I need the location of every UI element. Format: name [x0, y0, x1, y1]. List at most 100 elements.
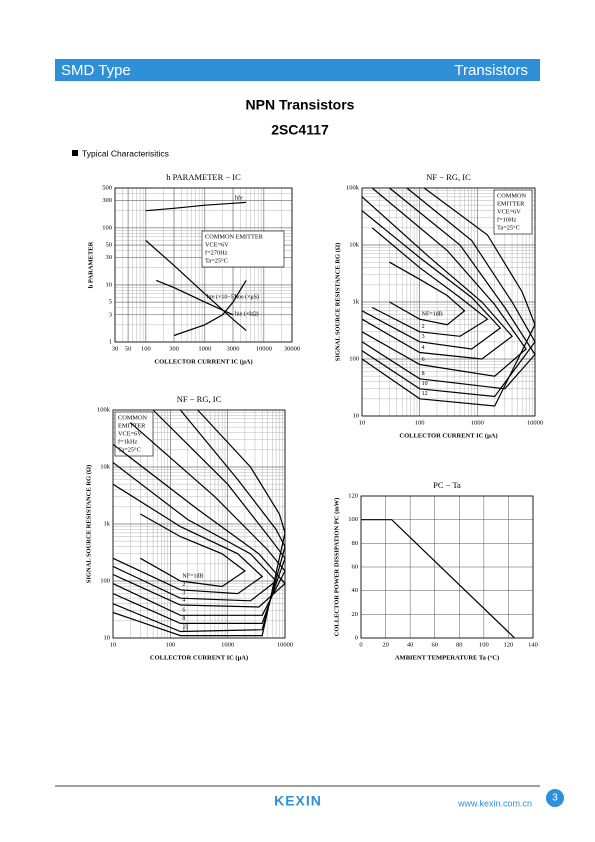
page-number: 3 — [552, 793, 558, 804]
x-tick-label: 100 — [165, 641, 175, 648]
note: Ta=25°C — [497, 224, 520, 231]
page-badge — [546, 789, 564, 807]
footer-logo: KEXIN — [274, 793, 322, 809]
curve-label: 10 — [422, 381, 428, 387]
x-tick-label: 30 — [112, 345, 119, 352]
curve — [361, 519, 516, 639]
x-tick-label: 80 — [456, 641, 463, 648]
curve — [361, 196, 513, 360]
note-box — [493, 189, 533, 235]
section-title: Typical Characterisitics — [82, 148, 169, 158]
note: EMITTER — [118, 422, 146, 429]
x-tick-label: 10 — [110, 641, 117, 648]
x-tick-label: 10000 — [256, 345, 272, 352]
curve-label: 6 — [182, 608, 185, 614]
y-tick-label: 1k — [353, 298, 360, 305]
chart-title: PC − Ta — [433, 480, 461, 490]
plot-frame — [114, 187, 293, 343]
curve — [112, 443, 286, 608]
plot-frame — [361, 187, 536, 417]
x-tick-label: 50 — [125, 345, 132, 352]
y-axis-label: SIGNAL SOURCE RESISTANCE RG (Ω) — [334, 243, 341, 362]
y-axis-label: h PARAMETER — [87, 241, 94, 288]
curve-label: 8 — [182, 616, 185, 622]
curve — [361, 187, 536, 390]
curve — [112, 409, 286, 633]
y-tick-label: 5 — [109, 299, 112, 306]
curve-label: NF=1dB — [422, 312, 443, 318]
doc-title: NPN Transistors — [246, 97, 355, 113]
note: Ta=25°C — [118, 446, 141, 453]
curve — [112, 422, 286, 616]
note: VCE=6V — [118, 430, 142, 437]
y-tick-label: 300 — [102, 197, 112, 204]
y-tick-label: 100 — [102, 224, 112, 231]
x-tick-label: 20 — [382, 641, 389, 648]
curve-label: 4 — [182, 597, 185, 603]
curve — [145, 240, 247, 331]
y-tick-label: 10 — [104, 634, 111, 641]
note: COMMON — [497, 192, 526, 199]
x-tick-label: 140 — [528, 641, 538, 648]
y-tick-label: 0 — [355, 634, 358, 641]
y-tick-label: 100 — [349, 355, 359, 362]
x-axis-label: COLLECTOR CURRENT IC (μA) — [154, 358, 252, 365]
x-tick-label: 120 — [504, 641, 514, 648]
x-tick-label: 1000 — [198, 345, 211, 352]
curve-label: 10 — [182, 624, 188, 630]
curve-label: 12 — [182, 628, 188, 634]
curve — [173, 280, 247, 337]
note: EMITTER — [497, 200, 525, 207]
curve-label: NF=1dB — [182, 573, 203, 579]
x-axis-label: AMBIENT TEMPERATURE Ta (°C) — [395, 654, 499, 661]
y-tick-label: 10k — [100, 463, 111, 470]
curve-label: hie (×kΩ) — [235, 311, 259, 318]
curve — [361, 187, 527, 377]
charts: 30 50 100 300 1000 3000 10000 30000135103050100… — [85, 172, 543, 662]
note: COMMON EMITTER — [205, 233, 264, 240]
curve — [361, 187, 536, 398]
x-tick-label: 10 — [359, 419, 366, 426]
y-tick-label: 100 — [100, 577, 110, 584]
curve-label: hre (×10−5) — [207, 293, 236, 300]
curve-label: 3 — [182, 591, 185, 597]
bullet — [72, 150, 78, 156]
y-tick-label: 1k — [104, 520, 111, 527]
x-tick-label: 10000 — [277, 641, 293, 648]
x-tick-label: 100 — [141, 345, 151, 352]
curve-label: hoe (×μS) — [235, 293, 259, 300]
y-tick-label: 10 — [353, 412, 360, 419]
x-tick-label: 10000 — [527, 419, 543, 426]
curve — [389, 261, 466, 326]
y-tick-label: 50 — [106, 242, 113, 249]
chart-title: NF − RG, IC — [426, 172, 471, 182]
y-tick-label: 40 — [352, 587, 359, 594]
curve-label: 2 — [182, 582, 185, 588]
y-tick-label: 30 — [106, 254, 113, 261]
x-tick-label: 30000 — [284, 345, 300, 352]
curve — [155, 279, 234, 316]
footer-url: www.kexin.com.cn — [457, 798, 532, 808]
note: VCE=6V — [205, 241, 229, 248]
y-tick-label: 80 — [352, 540, 359, 547]
y-axis-label: SIGNAL SOURCE RESISTANCE RG (Ω) — [85, 465, 92, 584]
y-tick-label: 60 — [352, 563, 359, 570]
x-tick-label: 3000 — [227, 345, 240, 352]
y-tick-label: 500 — [102, 184, 112, 191]
curve — [112, 409, 286, 637]
x-tick-label: 1000 — [471, 419, 484, 426]
x-tick-label: 100 — [479, 641, 489, 648]
curve-label: 4 — [422, 345, 425, 351]
curve-label: 3 — [422, 334, 425, 340]
x-tick-label: 300 — [169, 345, 179, 352]
x-tick-label: 0 — [359, 641, 362, 648]
x-tick-label: 1000 — [221, 641, 234, 648]
x-axis-label: COLLECTOR CURRENT IC (μA) — [150, 654, 248, 661]
y-tick-label: 10 — [106, 281, 113, 288]
curve-label: 12 — [422, 391, 428, 397]
curve-label: 8 — [422, 371, 425, 377]
curve-label: 2 — [422, 324, 425, 330]
y-tick-label: 100k — [97, 406, 111, 413]
note: VCE=6V — [497, 208, 521, 215]
